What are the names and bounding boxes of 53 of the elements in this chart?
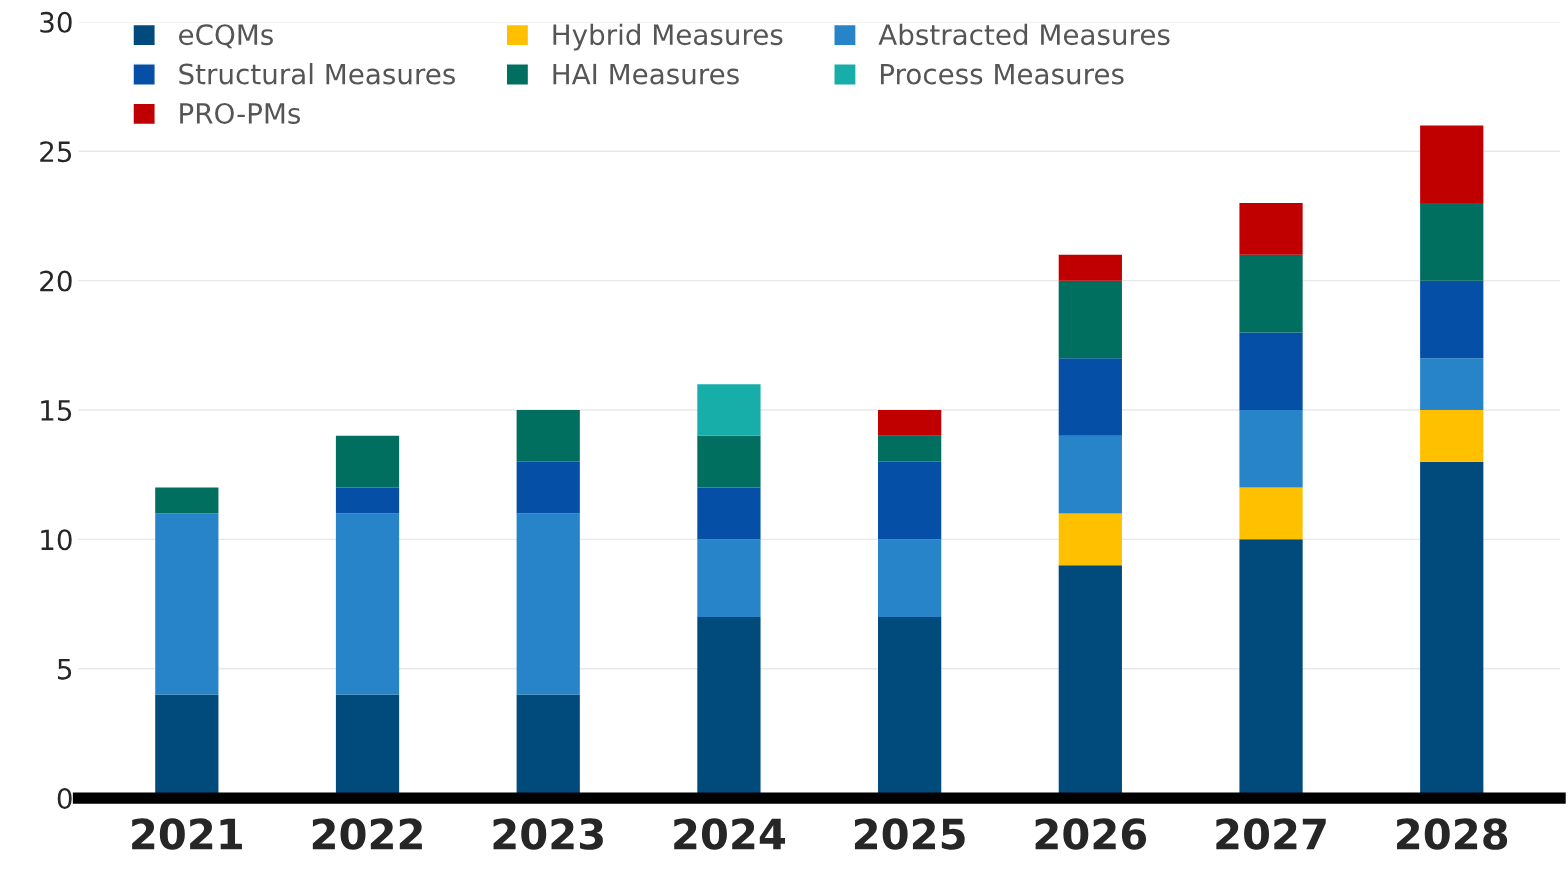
bar (1058, 254, 1122, 281)
bar (878, 410, 942, 436)
y-tick-label: 0 (57, 788, 72, 810)
bar (1058, 435, 1122, 514)
bar (878, 435, 942, 462)
bar (1239, 487, 1303, 540)
bar (878, 539, 942, 617)
bar (1420, 203, 1484, 281)
bar (1420, 410, 1484, 462)
bar (1058, 358, 1122, 436)
bar (1239, 410, 1303, 488)
bar (155, 487, 219, 514)
bar (1239, 332, 1303, 410)
legend-label: PRO-PMs (180, 102, 301, 124)
bar (697, 435, 761, 488)
y-tick-label: 5 (58, 659, 72, 680)
bar (878, 461, 942, 540)
bar (1239, 203, 1303, 255)
y-tick-label: 20 (40, 270, 72, 292)
bar (697, 487, 761, 540)
bar (1420, 125, 1484, 204)
x-tick-label: 2026 (1035, 818, 1147, 850)
bar (335, 435, 400, 488)
bar (516, 410, 580, 462)
bar (1058, 280, 1122, 359)
y-tick-label: 15 (41, 400, 72, 421)
bar (516, 513, 580, 695)
bar (335, 487, 400, 514)
x-tick-label: 2022 (312, 818, 422, 850)
x-tick-label: 2021 (132, 818, 242, 850)
bar (697, 384, 761, 436)
bar (1239, 254, 1303, 333)
bar (1058, 513, 1122, 566)
y-tick-label: 30 (40, 11, 72, 33)
legend-label: HAI Measures (553, 63, 739, 85)
x-tick-label: 2025 (854, 818, 965, 850)
legend-label: Hybrid Measures (553, 23, 783, 51)
x-tick-label: 2027 (1216, 818, 1326, 850)
bar (1420, 358, 1484, 410)
x-tick-label: 2023 (493, 818, 603, 850)
legend-label: Process Measures (880, 63, 1124, 85)
x-tick-label: 2024 (674, 818, 785, 850)
x-tick-label: 2028 (1397, 818, 1508, 850)
legend-label: Abstracted Measures (878, 23, 1170, 46)
y-tick-label: 10 (41, 529, 72, 551)
y-tick-label: 25 (40, 141, 72, 163)
bar (697, 539, 761, 617)
legend-label: Structural Measures (179, 63, 455, 85)
bar (1420, 280, 1484, 359)
legend-label: eCQMs (179, 24, 273, 49)
bar (516, 461, 580, 514)
bar (335, 513, 400, 695)
bar (155, 513, 219, 695)
